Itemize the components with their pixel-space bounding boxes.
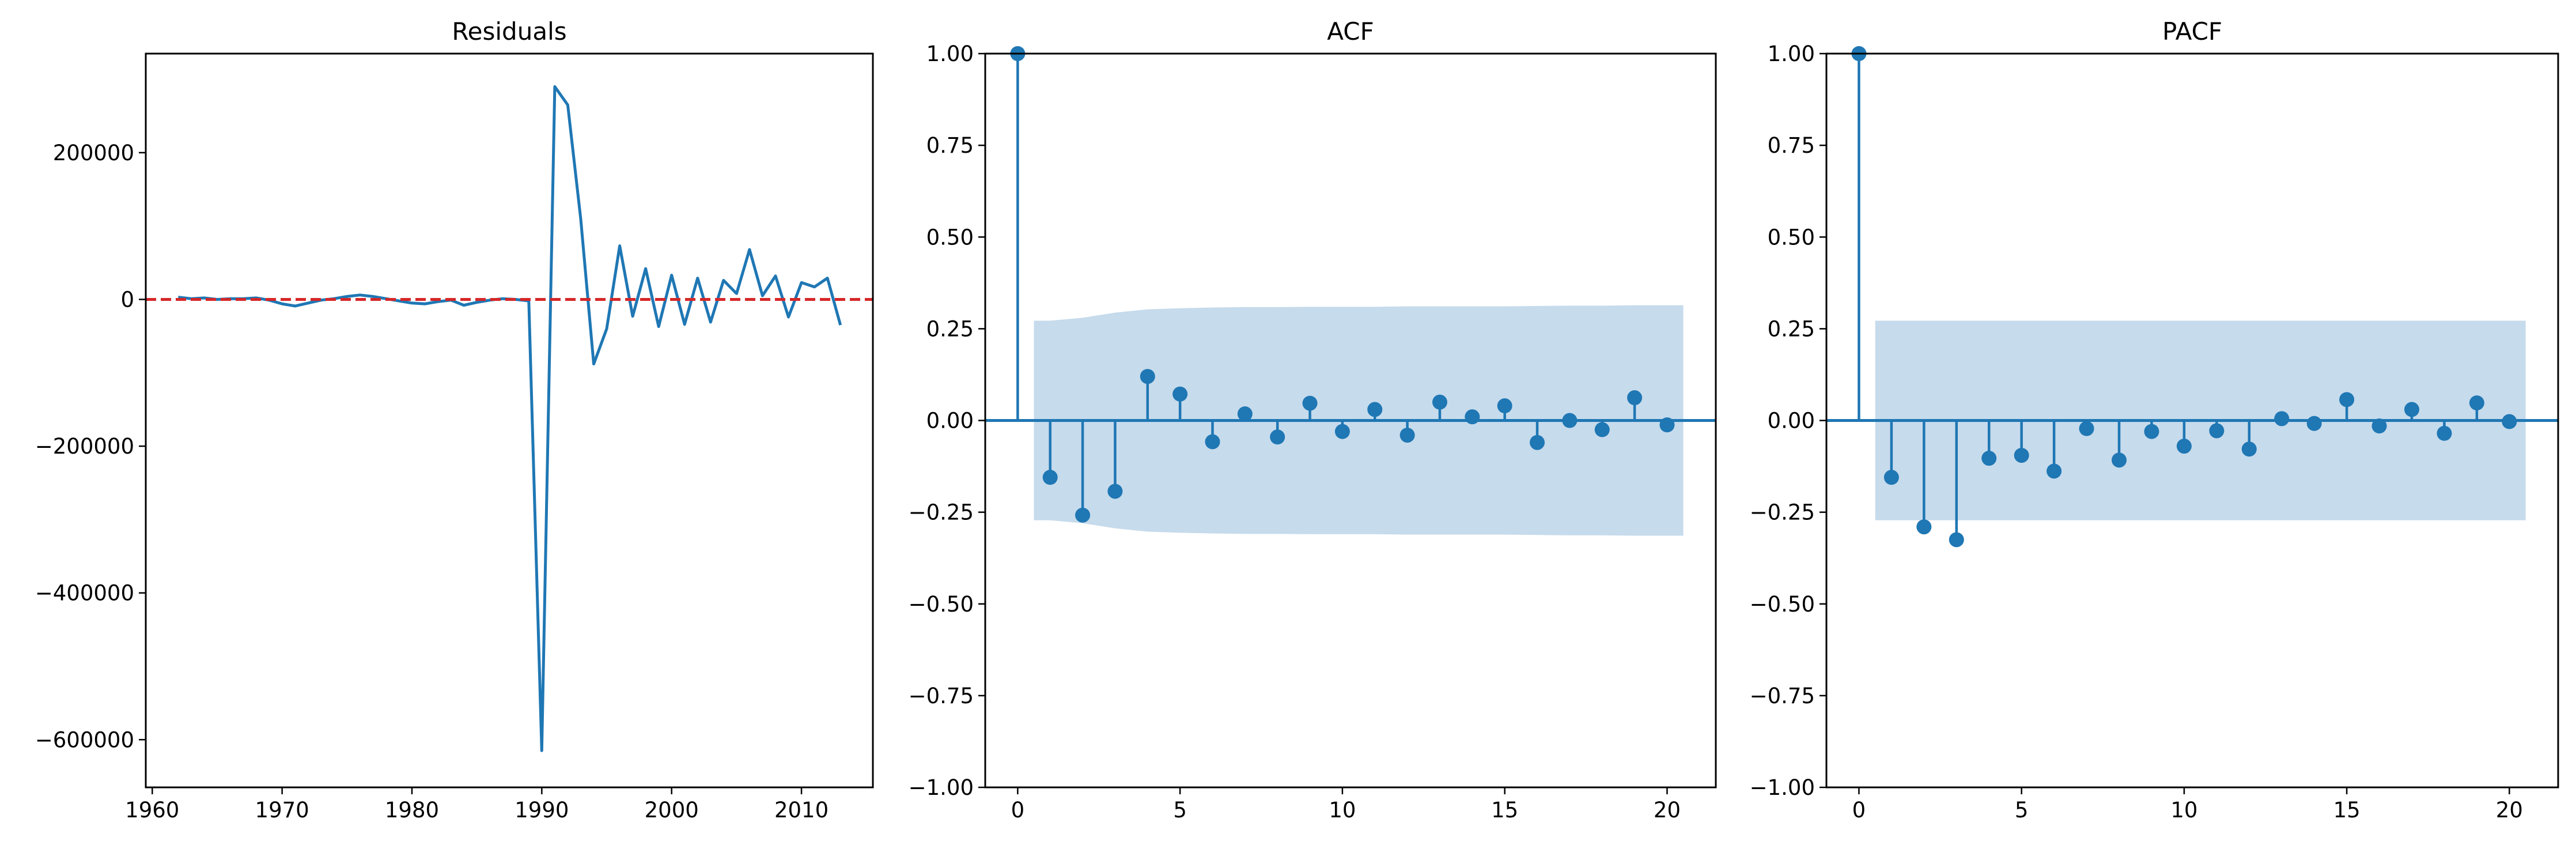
y-tick-label: 1.00 bbox=[926, 42, 974, 66]
stem-marker bbox=[2339, 392, 2355, 408]
stem-marker bbox=[1107, 484, 1123, 499]
stem-marker bbox=[1949, 532, 1964, 548]
stem-marker bbox=[1883, 470, 1899, 485]
y-tick-label: 0.25 bbox=[1768, 316, 1815, 341]
stem-marker bbox=[1075, 507, 1091, 523]
stem-marker bbox=[2241, 442, 2257, 457]
y-tick-label: 0.50 bbox=[1768, 225, 1815, 250]
x-tick-label: 5 bbox=[1173, 798, 1187, 823]
stem-marker bbox=[1270, 429, 1285, 445]
x-tick-label: 2000 bbox=[645, 798, 699, 823]
x-tick-label: 15 bbox=[2333, 798, 2361, 823]
stem-marker bbox=[1042, 470, 1058, 485]
stem-marker bbox=[2176, 439, 2192, 454]
stem-marker bbox=[2079, 421, 2094, 436]
stem-marker bbox=[1399, 427, 1415, 443]
x-tick-label: 2010 bbox=[774, 798, 829, 823]
y-tick-label: 0.50 bbox=[926, 225, 974, 250]
y-tick-label: −600000 bbox=[35, 727, 134, 752]
y-tick-label: 0 bbox=[120, 287, 134, 312]
stem-marker bbox=[2371, 418, 2387, 434]
x-tick-label: 1960 bbox=[125, 798, 179, 823]
y-tick-label: −0.25 bbox=[909, 500, 974, 525]
stem-marker bbox=[2306, 416, 2322, 431]
y-tick-label: 0.25 bbox=[926, 316, 974, 341]
stem-marker bbox=[1981, 451, 1997, 466]
stem-marker bbox=[2502, 414, 2517, 429]
y-tick-label: −200000 bbox=[35, 434, 134, 459]
x-tick-label: 10 bbox=[2170, 798, 2197, 823]
y-tick-label: −400000 bbox=[35, 581, 134, 606]
x-tick-label: 1980 bbox=[385, 798, 439, 823]
x-tick-label: 0 bbox=[1852, 798, 1866, 823]
stem-marker bbox=[1432, 394, 1447, 410]
stem-marker bbox=[1334, 424, 1350, 439]
panel-title: ACF bbox=[1327, 17, 1374, 46]
x-tick-label: 20 bbox=[2496, 798, 2523, 823]
y-tick-label: 1.00 bbox=[1768, 42, 1815, 66]
panel-title: Residuals bbox=[452, 17, 566, 46]
x-tick-label: 5 bbox=[2015, 798, 2029, 823]
stem-marker bbox=[2014, 447, 2029, 463]
stem-marker bbox=[1916, 519, 1932, 535]
axes-frame bbox=[984, 52, 1717, 789]
stem-marker bbox=[2144, 424, 2159, 439]
stem-marker bbox=[1140, 369, 1155, 384]
pacf-plot: 0 5 10 15 20 −1.00 −0.75 −0.50 −0.25 0.00 0.25 0.50… bbox=[1750, 17, 2559, 823]
stem-marker bbox=[2112, 452, 2127, 468]
x-tick-label: 20 bbox=[1654, 798, 1681, 823]
y-tick-label: 0.00 bbox=[1768, 409, 1815, 433]
y-tick-label: −0.50 bbox=[909, 592, 974, 617]
panel-title: PACF bbox=[2162, 17, 2222, 46]
stem-marker bbox=[2274, 411, 2290, 427]
axes-frame bbox=[145, 52, 874, 789]
acf-plot: 0 5 10 15 20 −1.00 −0.75 −0.50 −0.25 0.00 0.25 0.50… bbox=[909, 17, 1717, 823]
residual-line bbox=[178, 85, 842, 752]
x-tick-label: 1990 bbox=[515, 798, 569, 823]
stem-marker bbox=[2209, 423, 2225, 439]
y-tick-label: −0.75 bbox=[909, 684, 974, 708]
stem-marker bbox=[1465, 409, 1480, 425]
y-tick-label: −0.75 bbox=[1750, 684, 1815, 708]
stem-marker bbox=[2437, 425, 2452, 441]
stem-marker bbox=[1562, 413, 1578, 428]
y-tick-label: −0.50 bbox=[1750, 592, 1815, 617]
x-tick-label: 10 bbox=[1329, 798, 1356, 823]
residuals-plot: 1960 1970 1980 1990 2000 2010 −600000 −400000 −2… bbox=[35, 17, 874, 823]
stem-marker bbox=[1302, 395, 1318, 411]
stem-marker bbox=[1594, 422, 1610, 437]
stem-marker bbox=[1497, 398, 1512, 414]
stem-marker bbox=[1205, 434, 1220, 450]
stem-marker bbox=[1172, 386, 1188, 402]
stem-marker bbox=[2469, 395, 2484, 410]
y-tick-label: −1.00 bbox=[1750, 775, 1815, 800]
y-tick-label: 0.75 bbox=[926, 133, 974, 158]
stem-marker bbox=[1659, 417, 1675, 433]
axes-frame bbox=[1825, 52, 2559, 789]
y-tick-label: −1.00 bbox=[909, 775, 974, 800]
y-tick-label: 0.75 bbox=[1768, 133, 1815, 158]
stem-marker bbox=[2404, 402, 2419, 417]
y-tick-label: 200000 bbox=[53, 141, 134, 165]
x-tick-label: 0 bbox=[1011, 798, 1025, 823]
x-tick-label: 1970 bbox=[255, 798, 309, 823]
stem-marker bbox=[1627, 390, 1643, 406]
stem-marker bbox=[2047, 463, 2062, 479]
x-tick-label: 15 bbox=[1491, 798, 1518, 823]
stem-marker bbox=[1237, 406, 1253, 422]
y-tick-label: −0.25 bbox=[1750, 500, 1815, 525]
stem-marker bbox=[1367, 402, 1383, 417]
y-tick-label: 0.00 bbox=[926, 409, 974, 433]
stem-marker bbox=[1530, 435, 1545, 450]
